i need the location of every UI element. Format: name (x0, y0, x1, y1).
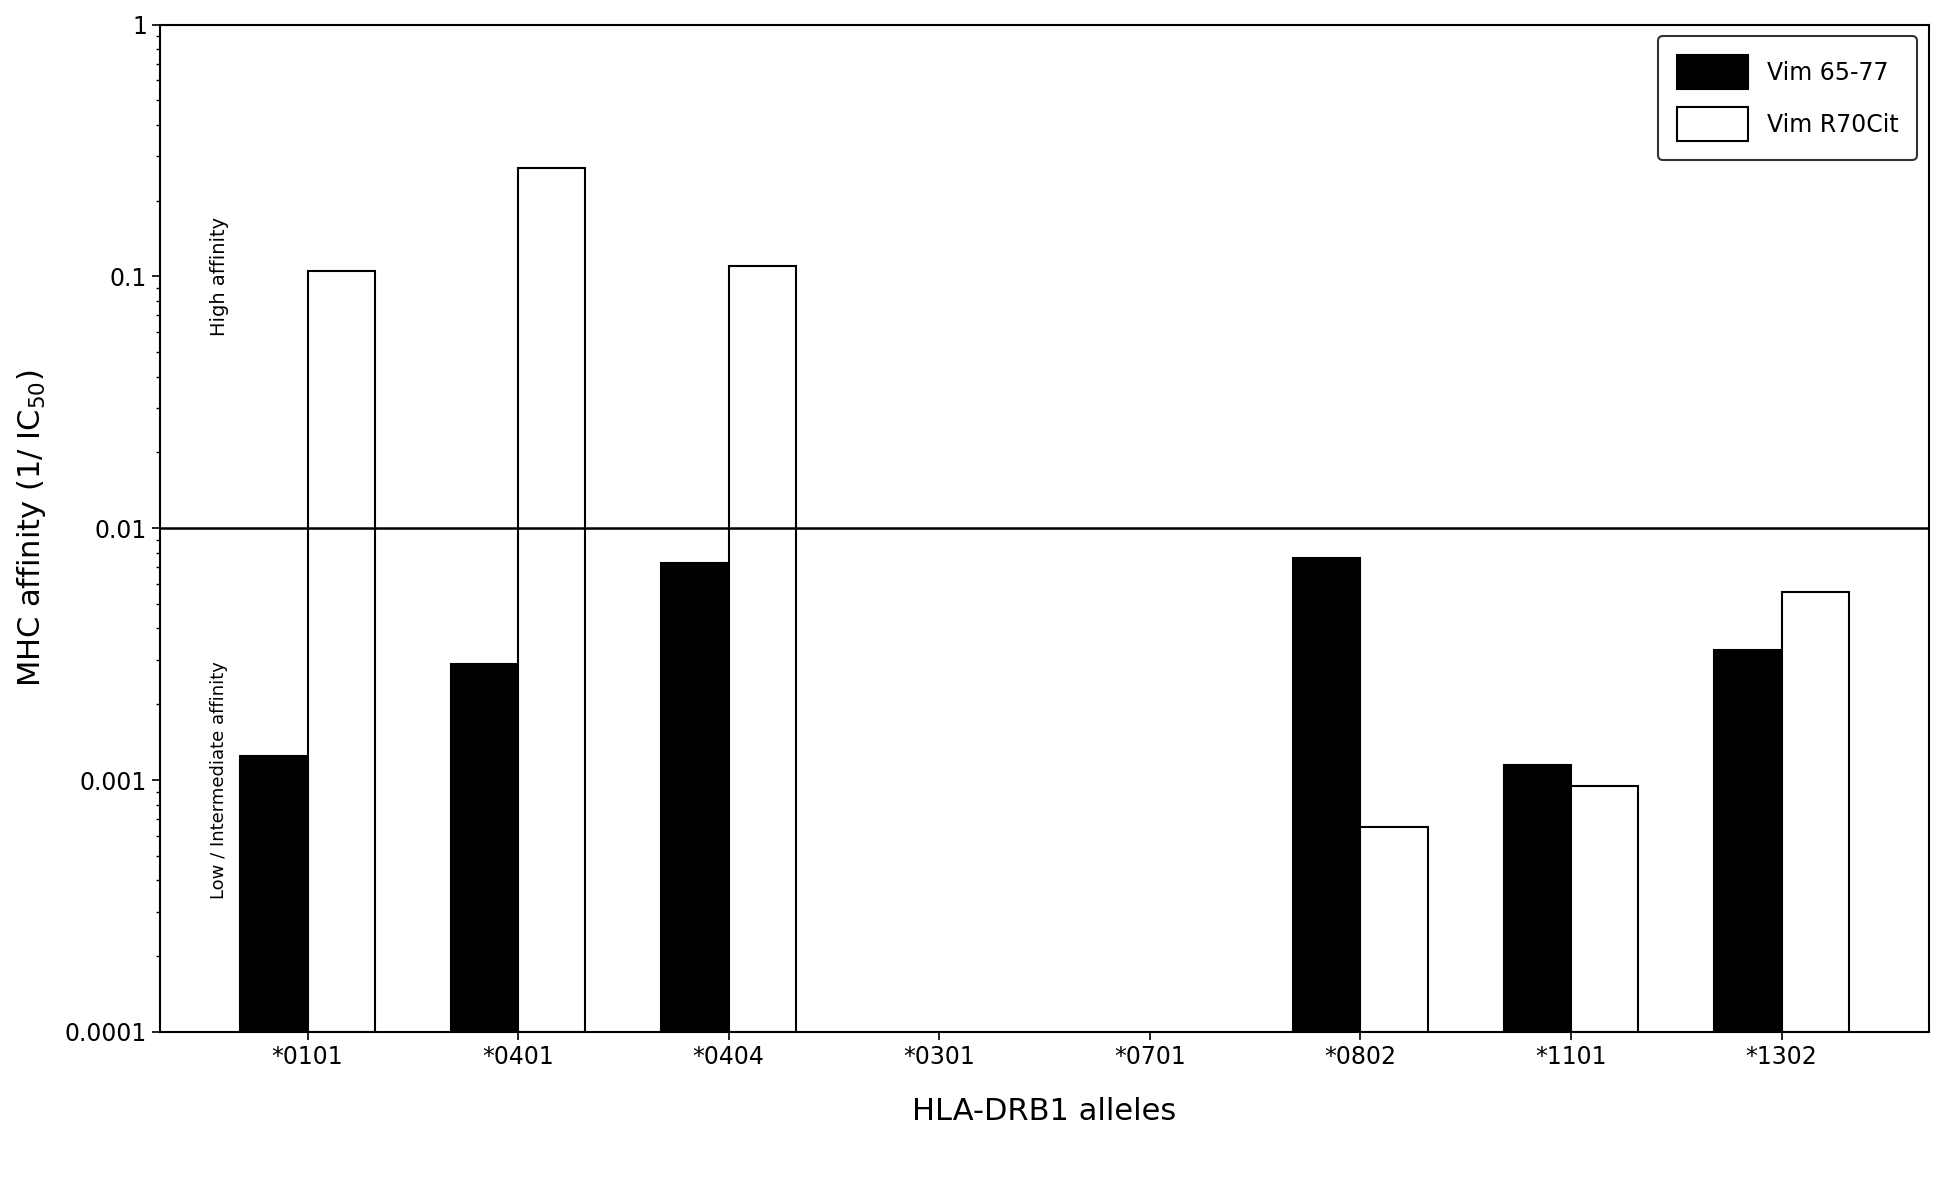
Bar (307, 271, 375, 1032)
Bar (1781, 592, 1849, 1032)
Bar (1503, 765, 1571, 1032)
Bar (729, 265, 797, 1032)
Text: High affinity: High affinity (210, 217, 229, 336)
Bar (519, 168, 585, 1032)
Text: Low / Intermediate affinity: Low / Intermediate affinity (210, 662, 227, 900)
Bar (661, 562, 729, 1032)
Bar (1293, 558, 1361, 1032)
Bar (1361, 827, 1427, 1032)
Y-axis label: MHC affinity (1/ IC$_{50}$): MHC affinity (1/ IC$_{50}$) (16, 370, 49, 687)
Legend: Vim 65-77, Vim R70Cit: Vim 65-77, Vim R70Cit (1658, 36, 1917, 160)
Bar (241, 755, 307, 1032)
Bar (1571, 785, 1639, 1032)
Bar (451, 664, 519, 1032)
Bar (1715, 650, 1781, 1032)
X-axis label: HLA-DRB1 alleles: HLA-DRB1 alleles (912, 1097, 1176, 1127)
